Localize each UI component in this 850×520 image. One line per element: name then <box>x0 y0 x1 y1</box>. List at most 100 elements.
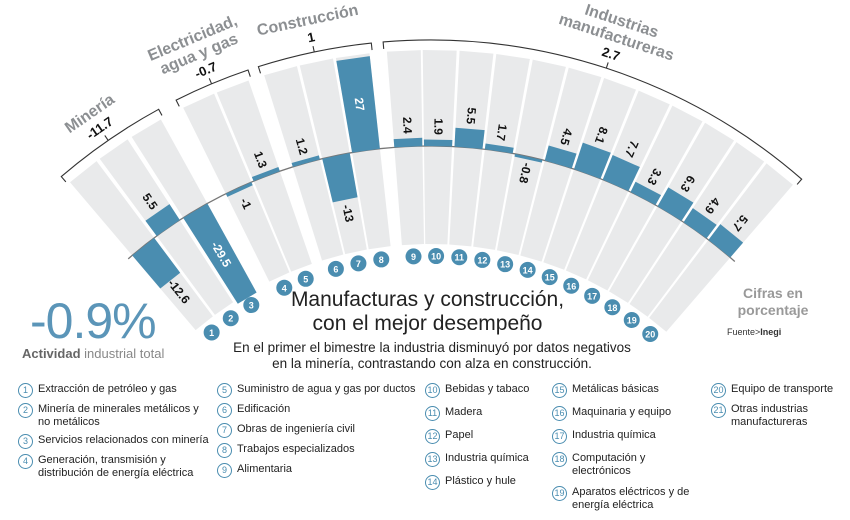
bar-number: 4 <box>282 283 287 293</box>
bar-17 <box>630 181 662 206</box>
legend-label: Industria química <box>572 429 656 441</box>
bar-number-badge <box>222 310 239 327</box>
group-value: 2.7 <box>600 44 622 64</box>
radial-bar-chart: -12.615.52-29.53-141.351.26-1372782.491.… <box>60 2 803 342</box>
legend-item: 17 Industria química <box>552 429 707 444</box>
legend-label: Edificación <box>237 403 291 415</box>
legend-label: Plástico y hule <box>445 475 516 487</box>
legend-item: 1 Extracción de petróleo y gas <box>18 383 213 398</box>
legend-label: Maquinaria y equipo <box>572 406 672 418</box>
bar-number: 1 <box>209 328 214 338</box>
legend-number-badge: 20 <box>711 383 726 398</box>
bar-2 <box>145 204 180 236</box>
bar-number: 8 <box>379 255 384 265</box>
bar-number: 2 <box>228 314 233 324</box>
legend-number-badge: 19 <box>552 486 567 501</box>
legend-number-badge: 7 <box>217 423 232 438</box>
bar-value-label: 7.7 <box>622 138 642 159</box>
legend-item: 13 Industria química <box>425 452 550 467</box>
bar-lane <box>70 161 213 331</box>
legend-item: 9 Alimentaria <box>217 463 417 478</box>
legend-number-badge: 12 <box>425 429 440 444</box>
group-bracket <box>60 108 163 183</box>
legend-label: Minería de minerales metálicos y no metá… <box>38 403 199 428</box>
bar-value-label: -0.8 <box>516 161 534 185</box>
bar-16 <box>602 155 640 191</box>
bar-number: 3 <box>249 301 254 311</box>
legend-label: Servicios relacionados con minería <box>38 434 209 446</box>
legend-item: 8 Trabajos especializados <box>217 443 417 458</box>
legend-label: Generación, transmisión y distribución d… <box>38 454 194 479</box>
legend-column-4: 15 Metálicas básicas 16 Maquinaria y equipo… <box>552 383 707 520</box>
bar-number: 7 <box>356 259 361 269</box>
bar-number-badge <box>243 297 260 314</box>
legend-label: Alimentaria <box>237 463 293 475</box>
bar-5 <box>251 166 280 182</box>
bar-lane <box>183 93 290 282</box>
bar-number-badge <box>350 255 367 272</box>
bar-number: 16 <box>566 281 576 291</box>
bar-number-badge <box>642 325 659 342</box>
bar-value-label: 1.7 <box>493 123 509 142</box>
legend-label: Obras de ingeniería civil <box>237 423 356 435</box>
bar-number-badge <box>203 324 220 341</box>
legend-item: 6 Edificación <box>217 403 417 418</box>
legend-label: Madera <box>445 406 483 418</box>
legend-item: 2 Minería de minerales metálicos y no met… <box>18 403 213 429</box>
legend-column-3: 10 Bebidas y tabaco 11 Madera 12 Papel 13 Indus… <box>425 383 550 498</box>
bar-value-label: 1.2 <box>293 137 311 157</box>
bar-number: 15 <box>545 273 555 283</box>
legend-number-badge: 6 <box>217 403 232 418</box>
bar-18 <box>657 187 694 221</box>
bar-lane <box>449 50 494 247</box>
bar-7 <box>322 153 358 203</box>
bar-13 <box>514 153 543 163</box>
legend-number-badge: 11 <box>425 406 440 421</box>
bar-number-badge <box>474 251 491 268</box>
legend-label: Bebidas y tabaco <box>445 383 530 395</box>
legend-item: 7 Obras de ingeniería civil <box>217 423 417 438</box>
bar-number: 20 <box>645 329 655 339</box>
bar-number: 19 <box>627 315 637 325</box>
legend-column-2: 5 Suministro de agua y gas por ductos 6 Edi… <box>217 383 417 483</box>
bar-value-label: 2.4 <box>400 117 415 135</box>
bar-8 <box>336 56 380 153</box>
bar-11 <box>454 127 485 150</box>
bar-number: 5 <box>303 274 308 284</box>
legend-column-5: 20 Equipo de transporte 21 Otras industrias… <box>711 383 846 434</box>
bar-number-badge <box>428 248 445 265</box>
legend-label: Aparatos eléctricos y de energía eléctri… <box>572 486 690 511</box>
bar-number-badge <box>584 287 601 304</box>
group-bracket <box>175 69 251 107</box>
legend-number-badge: 14 <box>425 475 440 490</box>
bar-4 <box>225 182 253 197</box>
bar-lane <box>386 50 424 246</box>
bar-19 <box>683 208 717 239</box>
bar-number-badge <box>327 260 344 277</box>
bar-15 <box>574 142 611 179</box>
legend-item: 3 Servicios relacionados con minería <box>18 434 213 449</box>
legend-number-badge: 16 <box>552 406 567 421</box>
bar-number-badge <box>373 251 390 268</box>
legend-item: 19 Aparatos eléctricos y de energía eléct… <box>552 486 707 512</box>
bar-value-label: 27 <box>352 97 368 112</box>
total-activity-value: -0.9% <box>30 293 157 349</box>
bar-value-label: 1.9 <box>431 118 445 135</box>
legend-number-badge: 9 <box>217 463 232 478</box>
legend-label: Papel <box>445 429 474 441</box>
bar-number: 10 <box>431 252 441 262</box>
legend-item: 10 Bebidas y tabaco <box>425 383 550 398</box>
legend-label: Metálicas básicas <box>572 383 659 395</box>
legend-number-badge: 5 <box>217 383 232 398</box>
legend-item: 21 Otras industrias manufactureras <box>711 403 846 429</box>
bar-number: 12 <box>477 255 487 265</box>
legend-label: Otras industrias manufactureras <box>731 403 809 428</box>
bar-number: 6 <box>333 264 338 274</box>
bar-lane <box>422 50 457 245</box>
legend-label: Computación y electrónicos <box>572 452 646 477</box>
bar-number-badge <box>451 249 468 266</box>
units-note: Cifras en porcentaje <box>737 285 809 318</box>
bar-number: 9 <box>411 252 416 262</box>
legend-number-badge: 10 <box>425 383 440 398</box>
legend-item: 20 Equipo de transporte <box>711 383 846 398</box>
